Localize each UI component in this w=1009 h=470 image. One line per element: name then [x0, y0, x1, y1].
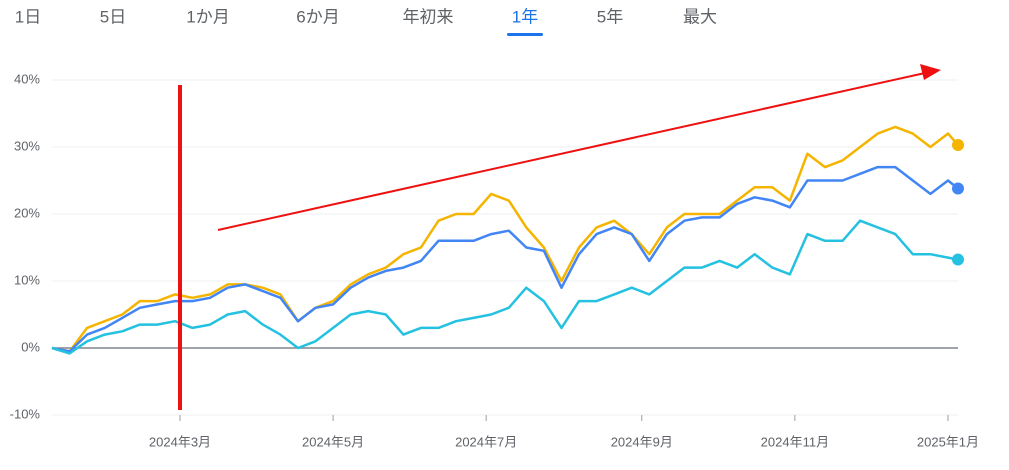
y-tick-label: -10%: [10, 406, 41, 421]
y-tick-label: 40%: [14, 71, 40, 86]
range-tab[interactable]: 5年: [597, 7, 623, 26]
y-tick-label: 20%: [14, 205, 40, 220]
range-tab[interactable]: 6か月: [296, 7, 339, 26]
x-tick-label: 2024年5月: [302, 434, 364, 449]
y-tick-label: 0%: [21, 339, 40, 354]
y-tick-label: 30%: [14, 138, 40, 153]
range-tab[interactable]: 年初来: [403, 7, 454, 26]
x-tick-label: 2024年9月: [611, 434, 673, 449]
x-tick-label: 2024年3月: [149, 434, 211, 449]
y-tick-label: 10%: [14, 272, 40, 287]
end-dot: [952, 138, 964, 151]
annotation-arrow: [217, 72, 926, 231]
x-tick-label: 2024年7月: [455, 434, 517, 449]
end-dot: [952, 253, 964, 266]
series-line: [51, 219, 959, 355]
range-tabs: 1日 5日 1か月 6か月 年初来 1年 5年 最大: [15, 7, 717, 36]
series-line: [51, 125, 959, 353]
tab-underline: [507, 33, 543, 36]
plot: -10% 0% 10% 20% 30% 40% 2024年3月 2024年5月 2024年7月 2…: [10, 71, 979, 449]
range-tab[interactable]: 5日: [100, 7, 126, 26]
range-tab[interactable]: 最大: [683, 7, 717, 26]
end-dot: [952, 182, 964, 195]
range-tab[interactable]: 1年: [512, 7, 538, 26]
range-tab[interactable]: 1日: [15, 7, 41, 26]
arrow-head: [920, 64, 941, 80]
x-tick-label: 2024年11月: [761, 434, 829, 449]
x-tick-label: 2025年1月: [917, 434, 979, 449]
series-line: [51, 165, 959, 353]
range-tab[interactable]: 1か月: [186, 7, 229, 26]
